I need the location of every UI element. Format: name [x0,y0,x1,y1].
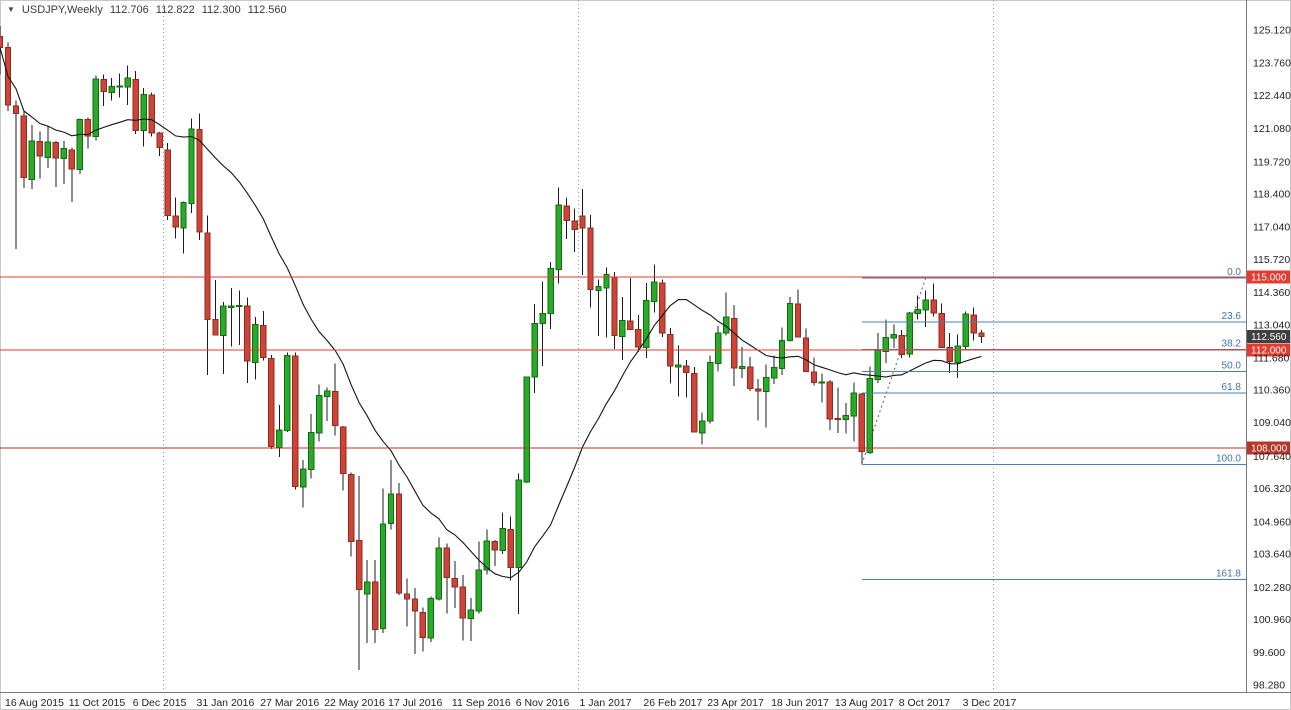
ohlc-open-value: 112.706 [109,4,149,16]
svg-text:106.320: 106.320 [1253,483,1291,495]
svg-text:107.640: 107.640 [1253,451,1291,463]
svg-text:27 Mar 2016: 27 Mar 2016 [260,697,319,709]
svg-text:115.000: 115.000 [1251,272,1287,283]
svg-text:16 Aug 2015: 16 Aug 2015 [5,697,64,709]
svg-text:3 Dec 2017: 3 Dec 2017 [963,697,1017,709]
svg-text:109.040: 109.040 [1253,417,1291,429]
svg-text:99.600: 99.600 [1253,647,1285,659]
svg-text:1 Jan 2017: 1 Jan 2017 [580,697,632,709]
svg-text:110.360: 110.360 [1253,385,1290,397]
svg-text:103.640: 103.640 [1253,549,1291,561]
svg-text:17 Jul 2016: 17 Jul 2016 [388,697,442,709]
ohlc-low-value: 112.300 [201,4,241,16]
svg-text:100.0: 100.0 [1216,453,1241,464]
ohlc-high-value: 112.822 [155,4,195,16]
svg-text:23.6: 23.6 [1222,311,1242,322]
svg-text:98.280: 98.280 [1253,679,1285,691]
svg-text:125.120: 125.120 [1253,25,1291,37]
svg-text:11 Sep 2016: 11 Sep 2016 [452,697,511,709]
price-axis[interactable] [1247,0,1291,692]
svg-text:50.0: 50.0 [1222,360,1242,371]
svg-text:100.960: 100.960 [1253,614,1291,626]
symbol-dropdown-icon[interactable]: ▼ [7,5,15,14]
svg-text:161.8: 161.8 [1216,568,1241,579]
svg-text:121.080: 121.080 [1253,123,1291,135]
svg-text:122.440: 122.440 [1253,90,1291,102]
symbol-timeframe-label: USDJPY,Weekly [21,4,103,16]
svg-text:123.760: 123.760 [1253,58,1291,70]
ohlc-close-value: 112.560 [247,4,287,16]
svg-text:38.2: 38.2 [1222,338,1242,349]
time-axis[interactable] [0,692,1291,710]
svg-text:111.680: 111.680 [1253,353,1290,365]
svg-text:31 Jan 2016: 31 Jan 2016 [197,697,255,709]
svg-text:22 May 2016: 22 May 2016 [324,697,385,709]
svg-text:119.720: 119.720 [1253,156,1290,168]
svg-text:115.720: 115.720 [1253,254,1290,266]
svg-text:61.8: 61.8 [1222,382,1242,393]
svg-text:117.040: 117.040 [1253,222,1290,234]
svg-text:102.280: 102.280 [1253,582,1291,594]
svg-text:113.040: 113.040 [1253,319,1290,331]
svg-text:0.0: 0.0 [1227,267,1241,278]
svg-text:11 Oct 2015: 11 Oct 2015 [69,697,126,709]
svg-text:8 Oct 2017: 8 Oct 2017 [899,697,951,709]
svg-text:118.400: 118.400 [1253,189,1290,201]
svg-text:6 Dec 2015: 6 Dec 2015 [133,697,187,709]
svg-text:112.560: 112.560 [1251,332,1287,343]
svg-text:104.960: 104.960 [1253,516,1291,528]
svg-text:108.000: 108.000 [1251,443,1288,454]
svg-text:112.000: 112.000 [1251,346,1287,357]
svg-text:23 Apr 2017: 23 Apr 2017 [707,697,764,709]
chart-header: ▼ USDJPY,Weekly 112.706 112.822 112.300 … [7,4,287,16]
svg-text:114.360: 114.360 [1253,287,1290,299]
svg-text:18 Jun 2017: 18 Jun 2017 [771,697,829,709]
svg-text:26 Feb 2017: 26 Feb 2017 [643,697,702,709]
svg-text:13 Aug 2017: 13 Aug 2017 [835,697,894,709]
svg-text:6 Nov 2016: 6 Nov 2016 [516,697,570,709]
